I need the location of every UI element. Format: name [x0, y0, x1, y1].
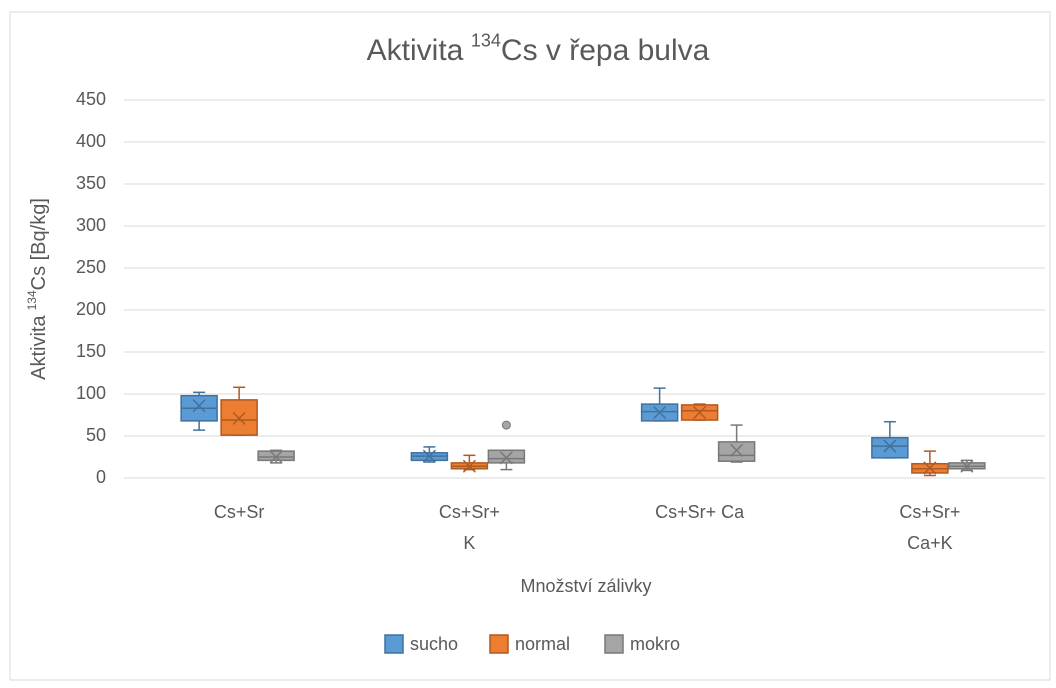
chart-frame — [9, 11, 1051, 681]
y-tick-label: 350 — [76, 173, 106, 193]
text-part: Aktivita — [367, 34, 464, 67]
x-tick-label: K — [463, 533, 475, 553]
y-tick-label: 100 — [76, 383, 106, 403]
y-tick-label: 200 — [76, 299, 106, 319]
mean-marker — [960, 459, 974, 473]
mean-marker — [730, 443, 744, 457]
text-part: Aktivita — [28, 315, 50, 380]
box — [487, 449, 526, 464]
mean-marker — [923, 461, 937, 475]
y-tick-label: 50 — [86, 425, 106, 445]
mean-marker — [653, 405, 667, 420]
y-axis-title: Aktivita 134Cs [Bq/kg] — [25, 198, 50, 380]
y-tick-label: 150 — [76, 341, 106, 361]
x-tick-label: Cs+Sr+ Ca — [655, 502, 745, 522]
mean-marker — [269, 450, 283, 464]
box — [257, 450, 295, 462]
text-part: Cs v řepa bulva — [501, 34, 710, 67]
mean-marker — [883, 439, 897, 453]
text-part: Cs [Bq/kg] — [28, 198, 50, 290]
box — [717, 441, 756, 462]
legend-label: mokro — [630, 634, 680, 654]
x-tick-label: Cs+Sr — [214, 502, 265, 522]
mean-marker — [232, 411, 246, 425]
chart-title: Aktivita 134Cs v řepa bulva — [367, 30, 710, 67]
superscript: 134 — [471, 30, 501, 50]
outlier — [501, 420, 511, 430]
x-axis-title: Množství zálivky — [520, 576, 651, 596]
mean-marker — [462, 459, 476, 473]
y-tick-label: 450 — [76, 89, 106, 109]
legend-swatch — [384, 634, 404, 654]
mean-marker — [693, 405, 707, 420]
legend-swatch — [604, 634, 624, 654]
mean-marker — [422, 449, 436, 463]
legend-swatch — [489, 634, 509, 654]
y-tick-label: 300 — [76, 215, 106, 235]
legend-label: sucho — [410, 634, 458, 654]
y-tick-label: 0 — [96, 467, 106, 487]
superscript: 134 — [25, 290, 39, 310]
x-tick-label: Cs+Sr+ — [439, 502, 500, 522]
x-tick-label: Ca+K — [907, 533, 953, 553]
y-tick-label: 400 — [76, 131, 106, 151]
mean-marker — [192, 399, 206, 413]
x-tick-label: Cs+Sr+ — [899, 502, 960, 522]
mean-marker — [499, 451, 513, 465]
box — [871, 436, 909, 459]
y-tick-label: 250 — [76, 257, 106, 277]
legend-label: normal — [515, 634, 570, 654]
